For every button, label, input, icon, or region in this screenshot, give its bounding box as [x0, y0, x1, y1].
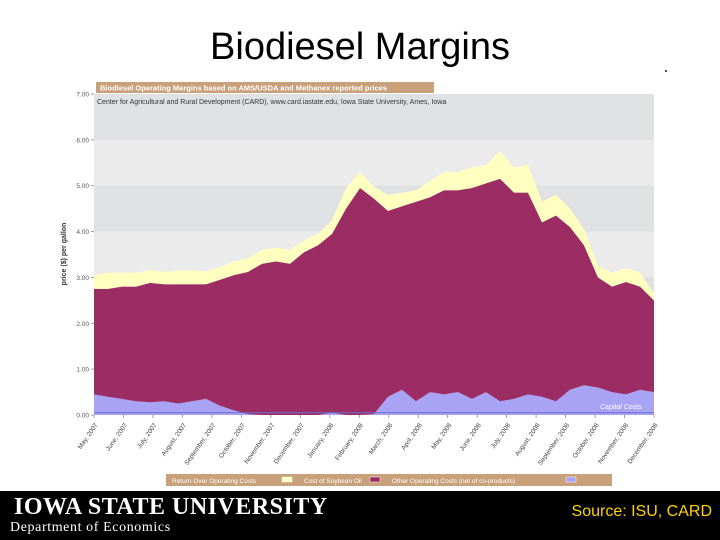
source-note: Source: ISU, CARD	[571, 503, 712, 520]
legend-swatch-other	[565, 476, 577, 483]
chart-subtitle: Center for Agricultural and Rural Develo…	[97, 99, 446, 106]
department-name: Department of Economics	[10, 520, 171, 535]
chart-title: Biodiesel Operating Margins based on AMS…	[100, 84, 387, 93]
title-dot	[665, 70, 667, 72]
y-tick-label: 4.00	[76, 229, 89, 236]
legend-swatch-oil	[369, 476, 381, 483]
area-other-costs	[94, 385, 654, 415]
legend-label-other: Other Operating Costs (net of co-product…	[392, 478, 515, 485]
university-wordmark: Iowa State University	[14, 494, 328, 521]
legend-label-oil: Cost of Soybean Oil	[304, 478, 362, 485]
area-soybean-oil	[94, 178, 654, 415]
y-axis-label: price ($) per gallon	[61, 223, 68, 286]
y-tick-label: 2.00	[76, 321, 89, 328]
y-axis: 0.00 1.00 2.00 3.00 4.00 5.00 6.00 7.00	[76, 92, 94, 420]
capital-costs-annotation: Capital Costs	[600, 404, 642, 411]
area-return	[94, 151, 654, 301]
legend-label-return: Return Over Operating Costs	[172, 478, 257, 485]
y-tick-label: 7.00	[76, 92, 89, 99]
footer-bar	[0, 491, 720, 540]
y-tick-label: 6.00	[76, 137, 89, 144]
legend-box	[166, 474, 612, 486]
legend-swatch-return	[281, 476, 293, 483]
y-tick-label: 1.00	[76, 367, 89, 374]
y-tick-label: 0.00	[76, 413, 89, 420]
y-tick-label: 3.00	[76, 275, 89, 282]
slide-title: Biodiesel Margins	[210, 26, 510, 68]
biodiesel-margins-chart: 0.001.002.003.004.005.006.007.00 May, 20…	[52, 78, 664, 490]
chart-title-box	[96, 82, 434, 93]
legend: Return Over Operating Costs Cost of Soyb…	[166, 474, 612, 486]
y-tick-label: 5.00	[76, 183, 89, 190]
grid-band	[94, 139, 654, 186]
area-series	[94, 151, 654, 415]
university-name: Iowa State University	[14, 494, 328, 520]
